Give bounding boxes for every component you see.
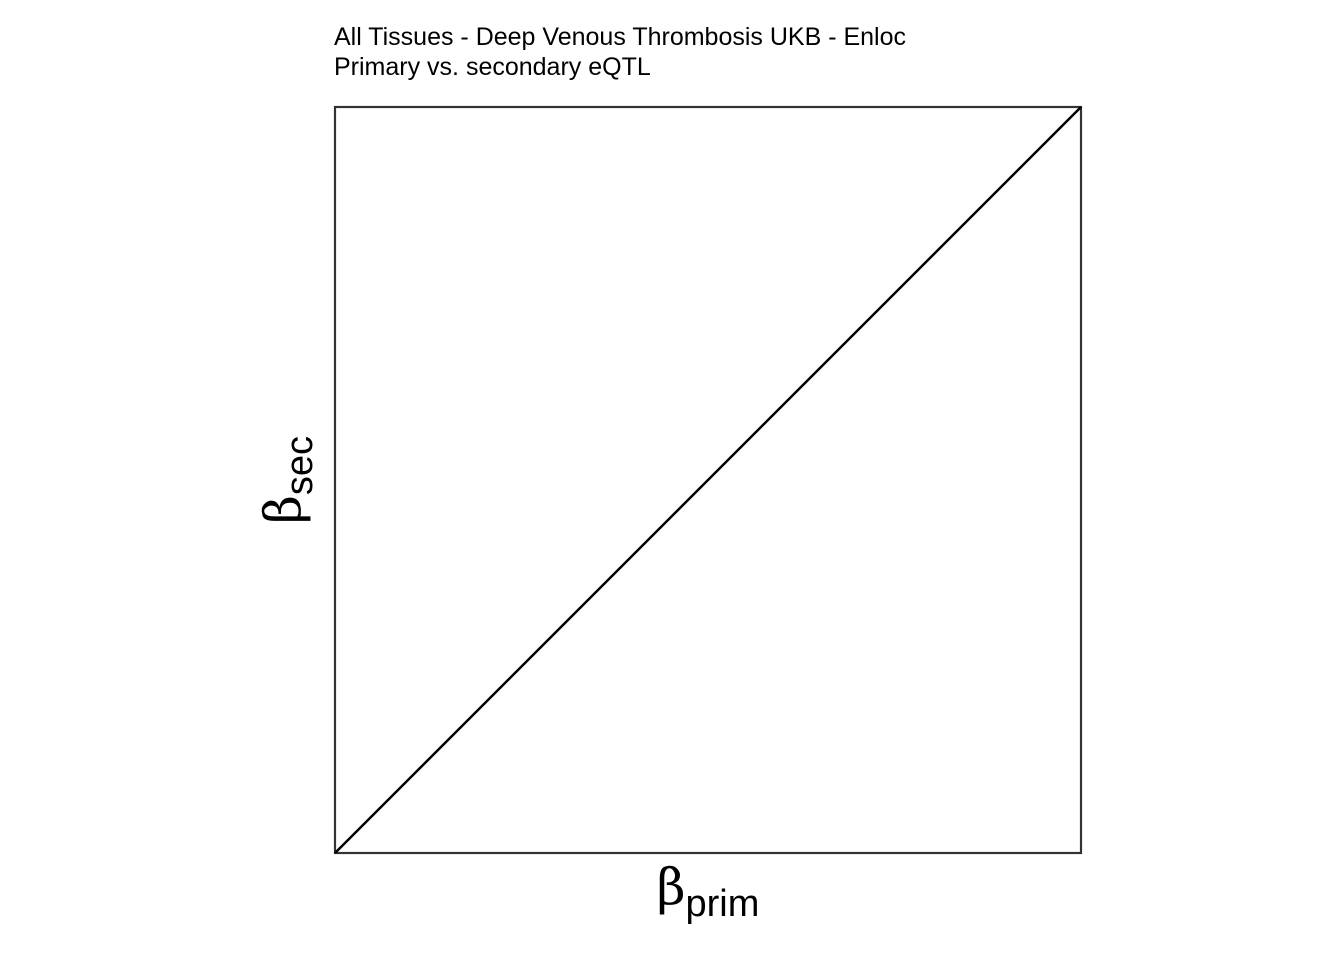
chart-title-block: All Tissues - Deep Venous Thrombosis UKB… bbox=[334, 22, 906, 82]
y-axis-label-subscript: sec bbox=[279, 435, 321, 496]
x-axis-label: βprim bbox=[657, 862, 760, 923]
identity-reference-line bbox=[334, 106, 1082, 854]
y-axis-label-symbol: β bbox=[254, 495, 312, 525]
chart-subtitle: Primary vs. secondary eQTL bbox=[334, 53, 651, 81]
y-axis-label: βsec bbox=[254, 436, 321, 524]
x-axis-label-subscript: prim bbox=[685, 883, 760, 925]
x-axis-label-symbol: β bbox=[656, 858, 686, 916]
plot-panel-border bbox=[333, 105, 1083, 855]
chart-title: All Tissues - Deep Venous Thrombosis UKB… bbox=[334, 23, 907, 51]
